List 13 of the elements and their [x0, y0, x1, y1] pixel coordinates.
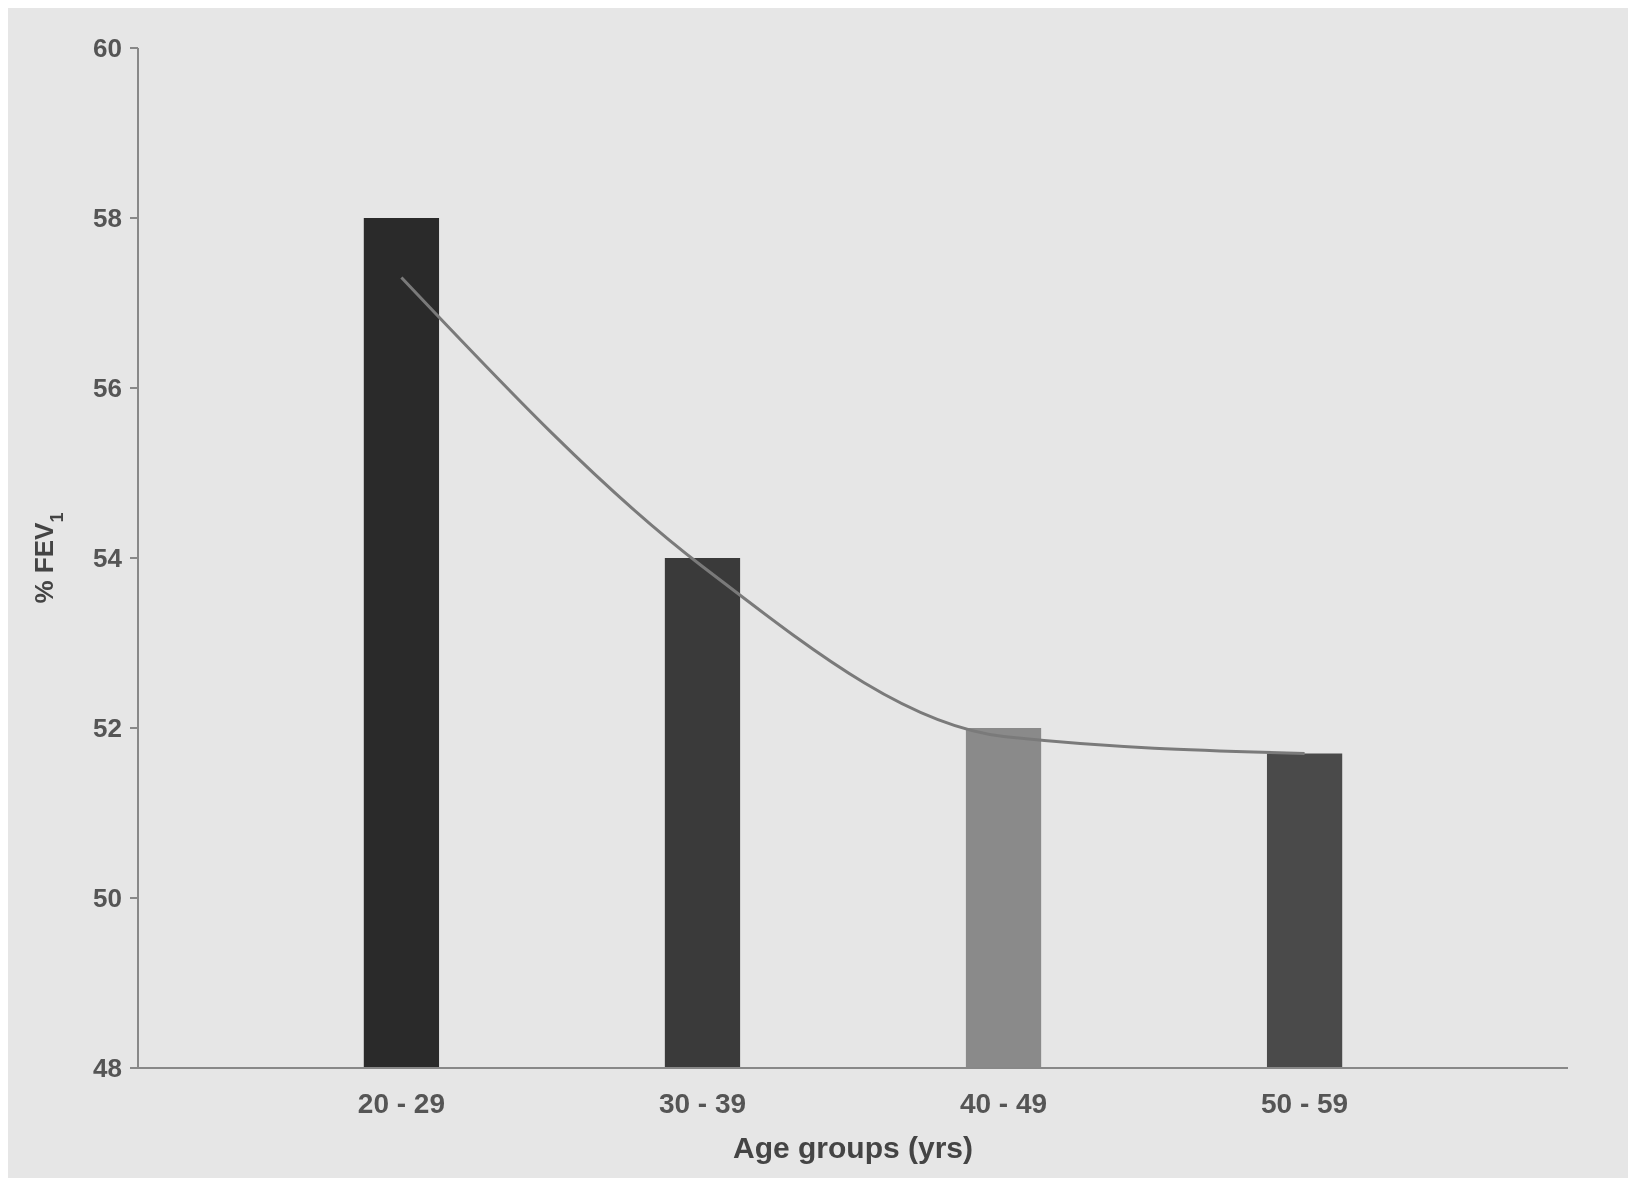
- x-tick-label: 30 - 39: [658, 1088, 747, 1119]
- y-tick-label: 56: [93, 373, 122, 404]
- x-tick-label: 40 - 49: [959, 1088, 1048, 1119]
- y-tick-label: 50: [93, 883, 122, 914]
- y-tick-label: 60: [93, 33, 122, 64]
- y-tick-label: 54: [93, 543, 123, 574]
- x-axis-title: Age groups (yrs): [732, 1131, 974, 1164]
- line-series: [399, 276, 1307, 755]
- y-tick-label: 48: [93, 1053, 122, 1084]
- x-tick-label: 20 - 29: [357, 1088, 446, 1119]
- y-tick-label: 52: [93, 713, 122, 744]
- x-tick-label: 50 - 59: [1260, 1088, 1349, 1119]
- y-tick-label: 58: [93, 203, 122, 234]
